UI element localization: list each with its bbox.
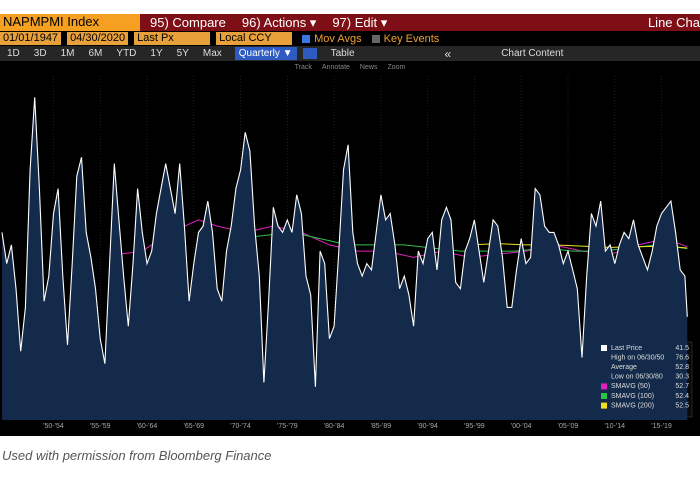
legend-label: SMAVG (50) <box>611 383 650 390</box>
legend-value: 41.5 <box>675 345 689 352</box>
range-button[interactable]: 1D <box>7 48 20 59</box>
x-tick-label: '75-'79 <box>277 423 298 430</box>
collapse-button[interactable]: « <box>444 46 452 61</box>
range-button[interactable]: 1Y <box>150 48 163 59</box>
x-tick-label: '70-'74 <box>230 423 251 430</box>
period-select[interactable]: Quarterly ▼ <box>234 47 297 60</box>
legend-label: Low on 06/30/80 <box>611 374 663 381</box>
range-button[interactable]: 1M <box>60 48 75 59</box>
legend-value: 52.8 <box>675 364 689 371</box>
x-tick-label: '10-'14 <box>604 423 625 430</box>
x-tick-label: '90-'94 <box>417 423 438 430</box>
legend-value: 52.4 <box>675 393 689 400</box>
settings-bar: 01/01/1947 04/30/2020 Last Px Local CCY … <box>0 31 700 46</box>
edit-menu[interactable]: 97) Edit ▾ <box>332 14 388 30</box>
legend-swatch <box>601 402 607 409</box>
chart-content-button[interactable]: Chart Content <box>501 48 564 59</box>
range-bar: 1D 3D 1M 6M YTD 1Y 5Y Max Quarterly ▼ Table « C… <box>0 46 700 61</box>
view-name: Line Cha <box>647 15 700 30</box>
legend-label: Average <box>611 364 637 371</box>
field[interactable]: Last Px <box>134 32 211 45</box>
key-events[interactable]: Key Events <box>383 32 440 45</box>
legend-label: Last Price <box>611 345 642 352</box>
legend-label: High on 06/30/50 <box>611 354 664 361</box>
tool-button[interactable]: Zoom <box>387 64 406 71</box>
tool-button[interactable]: Track <box>294 64 312 71</box>
range-button[interactable]: Max <box>202 48 222 59</box>
caption: Used with permission from Bloomberg Fina… <box>2 448 272 463</box>
x-tick-label: '65-'69 <box>183 423 204 430</box>
series-line <box>1 97 688 387</box>
end-date[interactable]: 04/30/2020 <box>67 32 129 45</box>
range-button[interactable]: 6M <box>88 48 103 59</box>
legend-value: 52.7 <box>675 383 689 390</box>
range-button[interactable]: YTD <box>116 48 137 59</box>
legend-value: 52.5 <box>675 402 689 409</box>
x-tick-label: '85-'89 <box>371 423 392 430</box>
legend-swatch <box>601 345 607 351</box>
start-date[interactable]: 01/01/1947 <box>0 32 62 45</box>
chart-icon[interactable] <box>302 48 317 59</box>
tool-button[interactable]: News <box>359 64 378 71</box>
legend-label: SMAVG (200) <box>611 402 654 409</box>
x-tick-label: '05-'09 <box>558 423 579 430</box>
x-tick-label: '60-'64 <box>137 423 158 430</box>
legend-label: SMAVG (100) <box>611 393 654 400</box>
x-tick-label: '50-'54 <box>43 423 64 430</box>
chart: '50-'54 '55-'59 '60-'64 '65-'69 '70-'74 '75-'… <box>0 74 700 436</box>
x-tick-label: '55-'59 <box>90 423 111 430</box>
tool-button[interactable]: Annotate <box>321 64 350 71</box>
checkbox[interactable] <box>302 34 311 43</box>
x-tick-label: '80-'84 <box>324 423 345 430</box>
x-tick-label: '15-'19 <box>651 423 672 430</box>
table-button[interactable]: Table <box>330 48 355 59</box>
range-button[interactable]: 3D <box>33 48 47 59</box>
currency[interactable]: Local CCY <box>216 32 293 45</box>
x-tick-label: '00-'04 <box>511 423 532 430</box>
x-tick-label: '95-'99 <box>464 423 485 430</box>
range-buttons: 1D 3D 1M 6M YTD 1Y 5Y Max <box>0 48 229 59</box>
tool-bar: Track Annotate News Zoom <box>0 61 700 74</box>
menu-bar: 95) Compare 96) Actions ▾ 97) Edit ▾ Lin… <box>140 14 700 31</box>
ticker[interactable]: NAPMPMI Index <box>0 14 140 31</box>
area-fill <box>2 97 688 421</box>
actions-menu[interactable]: 96) Actions ▾ <box>241 14 317 30</box>
legend-value: 30.3 <box>675 374 689 381</box>
legend-value: 76.6 <box>675 354 689 361</box>
legend-swatch <box>601 393 607 399</box>
compare-menu[interactable]: 95) Compare <box>150 15 226 30</box>
mov-avgs[interactable]: Mov Avgs <box>314 32 362 45</box>
checkbox[interactable] <box>371 34 380 43</box>
legend-swatch <box>601 383 607 390</box>
range-button[interactable]: 5Y <box>176 48 189 59</box>
title-bar: NAPMPMI Index 95) Compare 96) Actions ▾ … <box>0 14 700 31</box>
